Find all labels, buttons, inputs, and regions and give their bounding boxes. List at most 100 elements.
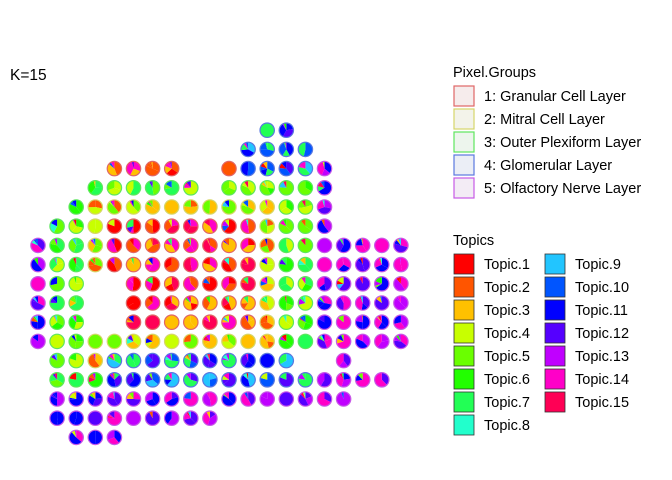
pie-slice — [375, 276, 389, 291]
pie-outline — [316, 275, 333, 292]
pie-slice — [393, 315, 401, 324]
pie-slice — [88, 372, 103, 387]
pie-outline — [49, 237, 65, 254]
pie-slice — [150, 276, 160, 291]
pie-slice — [374, 316, 382, 329]
pie-slice — [336, 338, 344, 344]
pie-slice — [267, 295, 275, 310]
pie-outline — [316, 256, 333, 273]
pie-spot — [297, 371, 314, 388]
pie-outline — [297, 199, 314, 215]
pie-slice — [202, 262, 216, 272]
pie-slice — [112, 353, 115, 361]
pie-spot — [68, 218, 84, 234]
pie-spot — [259, 160, 275, 177]
pie-outline — [240, 141, 256, 158]
topic-legend-label: Topic.6 — [484, 372, 530, 388]
pie-outline — [297, 371, 314, 388]
pie-slice — [207, 238, 210, 246]
pie-spot — [68, 314, 84, 330]
pie-slice — [164, 180, 179, 196]
pie-slice — [149, 180, 153, 188]
pie-slice — [52, 262, 65, 272]
pie-spot — [125, 237, 142, 254]
pie-spot — [183, 314, 199, 330]
pie-outline — [297, 391, 314, 407]
pie-slice — [260, 372, 275, 388]
pie-slice — [74, 334, 77, 342]
pie-spot — [49, 352, 65, 369]
pie-slice — [244, 391, 249, 399]
pie-slice — [93, 353, 96, 361]
pie-slice — [110, 161, 115, 169]
pie-outline — [259, 199, 275, 215]
pie-spot — [221, 275, 237, 292]
pie-slice — [207, 414, 218, 426]
pie-spot — [373, 295, 390, 311]
pie-spot — [183, 218, 199, 234]
pie-spot — [106, 256, 123, 273]
pie-slice — [336, 334, 351, 349]
pie-spot — [144, 180, 161, 196]
pie-slice — [88, 430, 96, 445]
pie-slice — [342, 257, 344, 265]
pie-slice — [205, 276, 210, 284]
pie-spot — [144, 391, 161, 407]
pie-spot — [278, 160, 295, 177]
pie-slice — [71, 430, 77, 438]
pie-spot — [163, 160, 180, 177]
pie-slice — [50, 219, 58, 227]
pie-spot — [30, 295, 46, 311]
pie-spot — [373, 371, 390, 388]
pie-outline — [259, 160, 275, 177]
pie-outline — [125, 314, 142, 330]
pie-slice — [91, 391, 96, 399]
pie-slice — [92, 238, 96, 246]
pie-slice — [375, 276, 382, 284]
pie-outline — [183, 295, 199, 311]
pie-slice — [148, 199, 153, 207]
pie-outline — [240, 199, 256, 215]
pie-slice — [126, 317, 134, 323]
pie-spot — [278, 237, 295, 254]
pie-slice — [264, 200, 268, 207]
pie-slice — [301, 372, 306, 380]
pie-slice — [183, 240, 191, 250]
pie-spot — [278, 333, 295, 350]
pie-spot — [202, 410, 218, 426]
pie-slice — [260, 142, 268, 150]
pie-slice — [54, 238, 58, 246]
pie-slice — [336, 391, 351, 407]
pie-slice — [107, 219, 115, 227]
pie-spot — [221, 314, 237, 330]
pie-slice — [224, 219, 237, 234]
pie-spot — [144, 333, 161, 350]
pie-slice — [184, 355, 191, 361]
pie-outline — [297, 333, 314, 350]
pie-spot — [316, 295, 333, 311]
pie-slice — [244, 360, 254, 368]
topic-legend-swatch — [544, 253, 566, 275]
pie-slice — [281, 161, 287, 169]
pie-slice — [189, 219, 191, 227]
pie-outline — [373, 237, 390, 254]
pie-spot — [393, 275, 409, 292]
pie-outline — [278, 199, 295, 215]
pie-outline — [144, 371, 161, 388]
pie-slice — [240, 204, 255, 215]
pie-spot — [87, 429, 104, 446]
pie-spot — [221, 352, 237, 369]
pie-slice — [279, 315, 293, 330]
pie-spot — [106, 160, 123, 177]
pie-slice — [95, 199, 103, 209]
pie-spot — [125, 371, 142, 388]
pie-outline — [354, 333, 371, 350]
pie-spot — [221, 237, 237, 254]
pie-outline — [221, 237, 237, 254]
pie-slice — [95, 257, 103, 267]
pie-slice — [338, 264, 350, 272]
pie-slice — [188, 219, 191, 227]
pie-slice — [319, 334, 325, 342]
pie-spot — [259, 237, 275, 254]
pie-spot — [163, 237, 180, 254]
